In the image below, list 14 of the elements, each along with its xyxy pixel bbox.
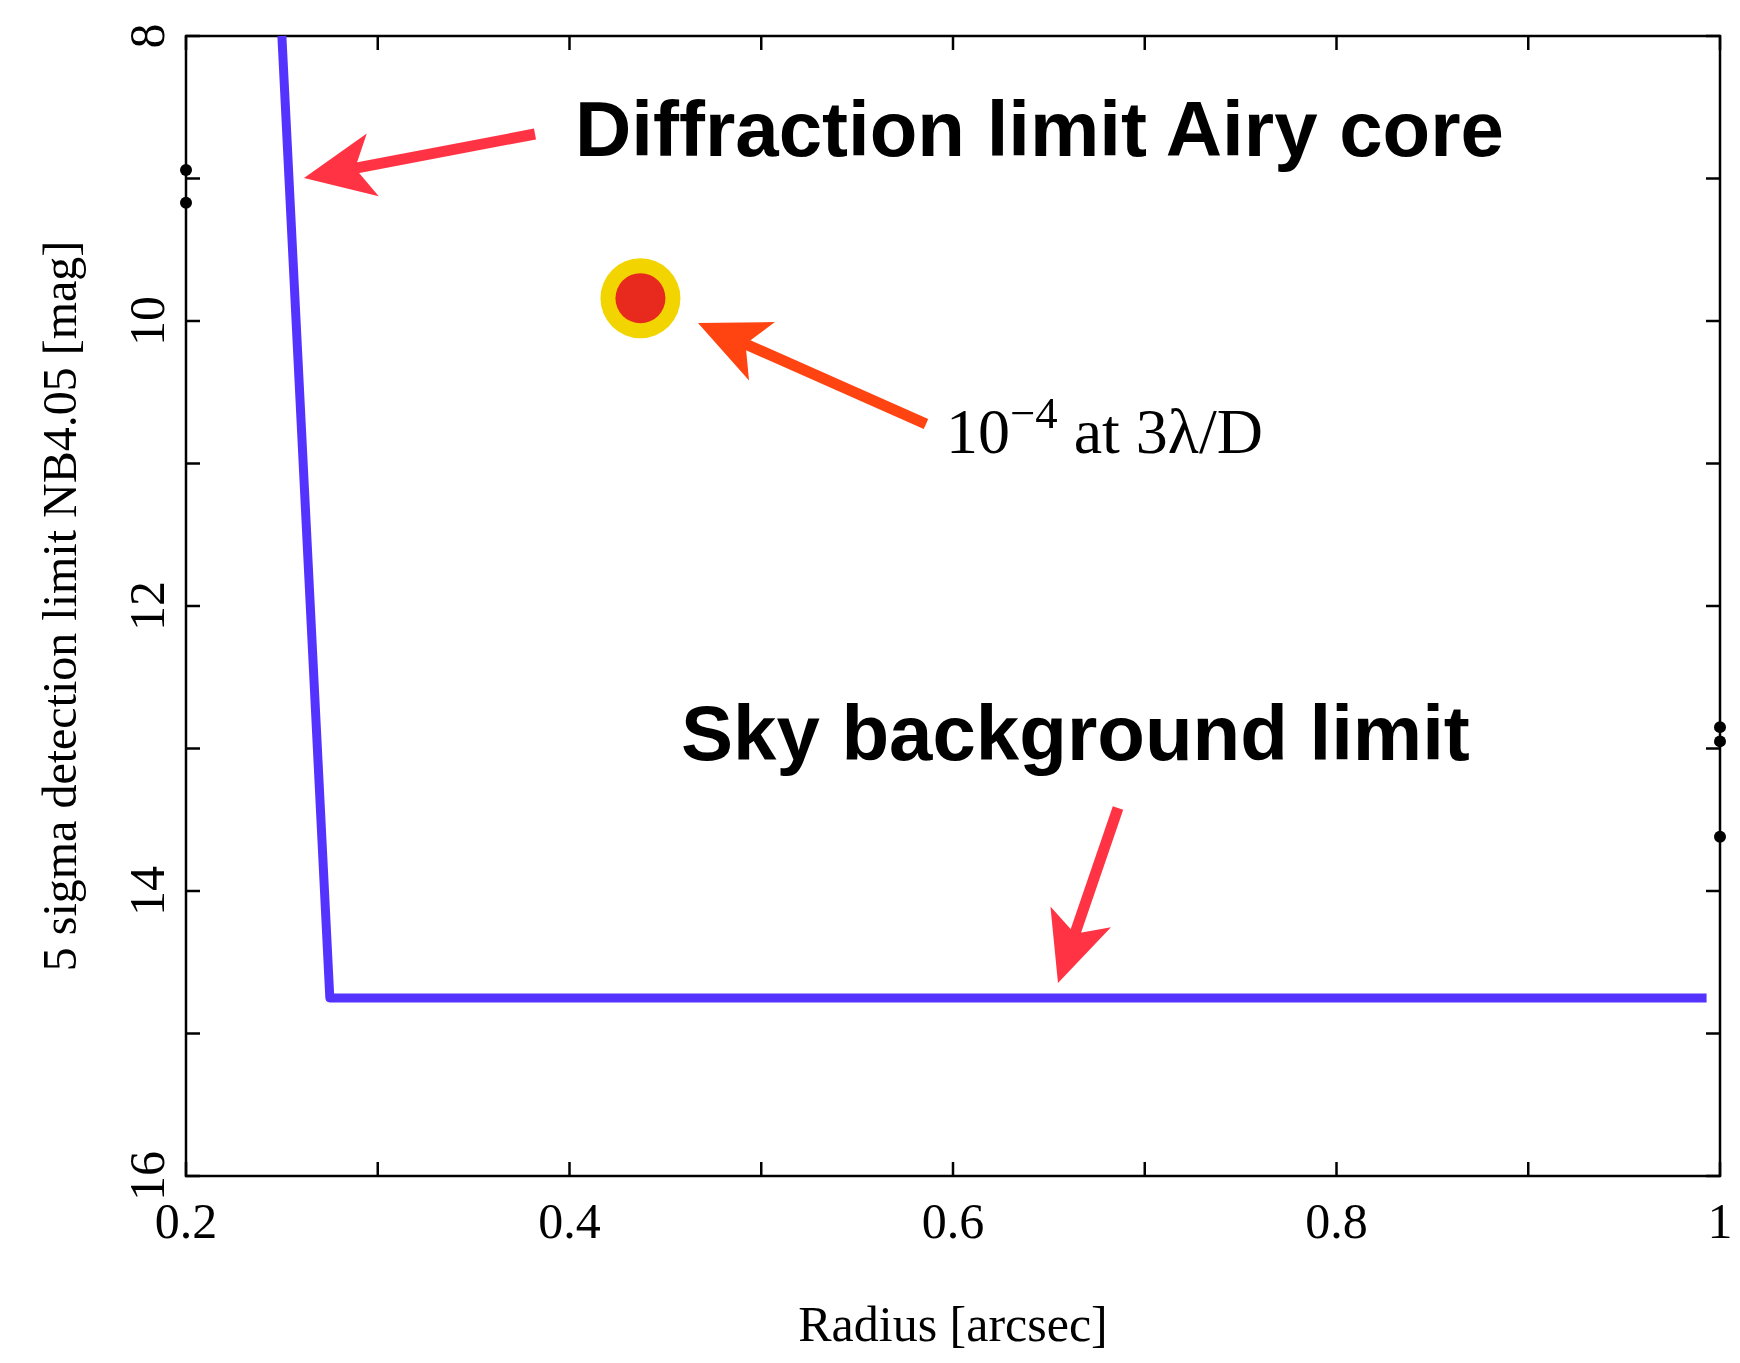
y-tick-label: 14	[119, 866, 175, 916]
annotation: Diffraction limit Airy core	[575, 85, 1504, 173]
y-tick-label: 8	[119, 23, 175, 49]
annotation: 10$^{−4}$ at 3λ/D	[946, 388, 1263, 467]
x-tick-label: 1	[1707, 1193, 1733, 1249]
annotation: Sky background limit	[681, 689, 1470, 777]
y-axis-title: 5 sigma detection limit NB4.05 [mag]	[33, 240, 86, 972]
x-tick-label: 0.8	[1305, 1193, 1368, 1249]
y-tick-label: 10	[119, 296, 175, 346]
y-tick-label: 16	[119, 1151, 175, 1201]
x-axis-title: Radius [arcsec]	[798, 1296, 1108, 1352]
x-tick-label: 0.4	[538, 1193, 601, 1249]
y-tick-label: 12	[119, 581, 175, 631]
x-tick-label: 0.6	[921, 1193, 985, 1249]
